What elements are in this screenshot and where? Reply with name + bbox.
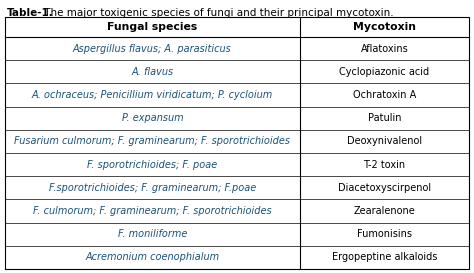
Text: F. sporotrichioides; F. poae: F. sporotrichioides; F. poae [87,160,218,170]
Text: Fumonisins: Fumonisins [357,229,412,239]
Text: A. ochraceus; Penicillium viridicatum; P. cycloium: A. ochraceus; Penicillium viridicatum; P… [32,90,273,100]
Text: Aspergillus flavus; A. parasiticus: Aspergillus flavus; A. parasiticus [73,44,232,54]
Text: Aflatoxins: Aflatoxins [360,44,408,54]
Text: P. expansum: P. expansum [121,113,183,123]
Text: Zearalenone: Zearalenone [354,206,415,216]
Text: Patulin: Patulin [367,113,401,123]
Text: F. moniliforme: F. moniliforme [118,229,187,239]
Text: Fungal species: Fungal species [107,22,198,32]
Text: Mycotoxin: Mycotoxin [353,22,416,32]
Text: Fusarium culmorum; F. graminearum; F. sporotrichioides: Fusarium culmorum; F. graminearum; F. sp… [14,136,290,146]
Text: The major toxigenic species of fungi and their principal mycotoxin.: The major toxigenic species of fungi and… [41,8,393,18]
Text: F.sporotrichioides; F. graminearum; F.poae: F.sporotrichioides; F. graminearum; F.po… [49,183,256,193]
Text: F. culmorum; F. graminearum; F. sporotrichioides: F. culmorum; F. graminearum; F. sporotri… [33,206,272,216]
Text: Acremonium coenophialum: Acremonium coenophialum [85,253,219,262]
Text: Deoxynivalenol: Deoxynivalenol [347,136,422,146]
Text: Ochratoxin A: Ochratoxin A [353,90,416,100]
Text: Table-1.: Table-1. [7,8,54,18]
Text: Diacetoxyscirpenol: Diacetoxyscirpenol [338,183,431,193]
Text: A. flavus: A. flavus [131,67,173,77]
Text: T-2 toxin: T-2 toxin [363,160,405,170]
Text: Ergopeptine alkaloids: Ergopeptine alkaloids [332,253,437,262]
Text: Cyclopiazonic acid: Cyclopiazonic acid [339,67,429,77]
